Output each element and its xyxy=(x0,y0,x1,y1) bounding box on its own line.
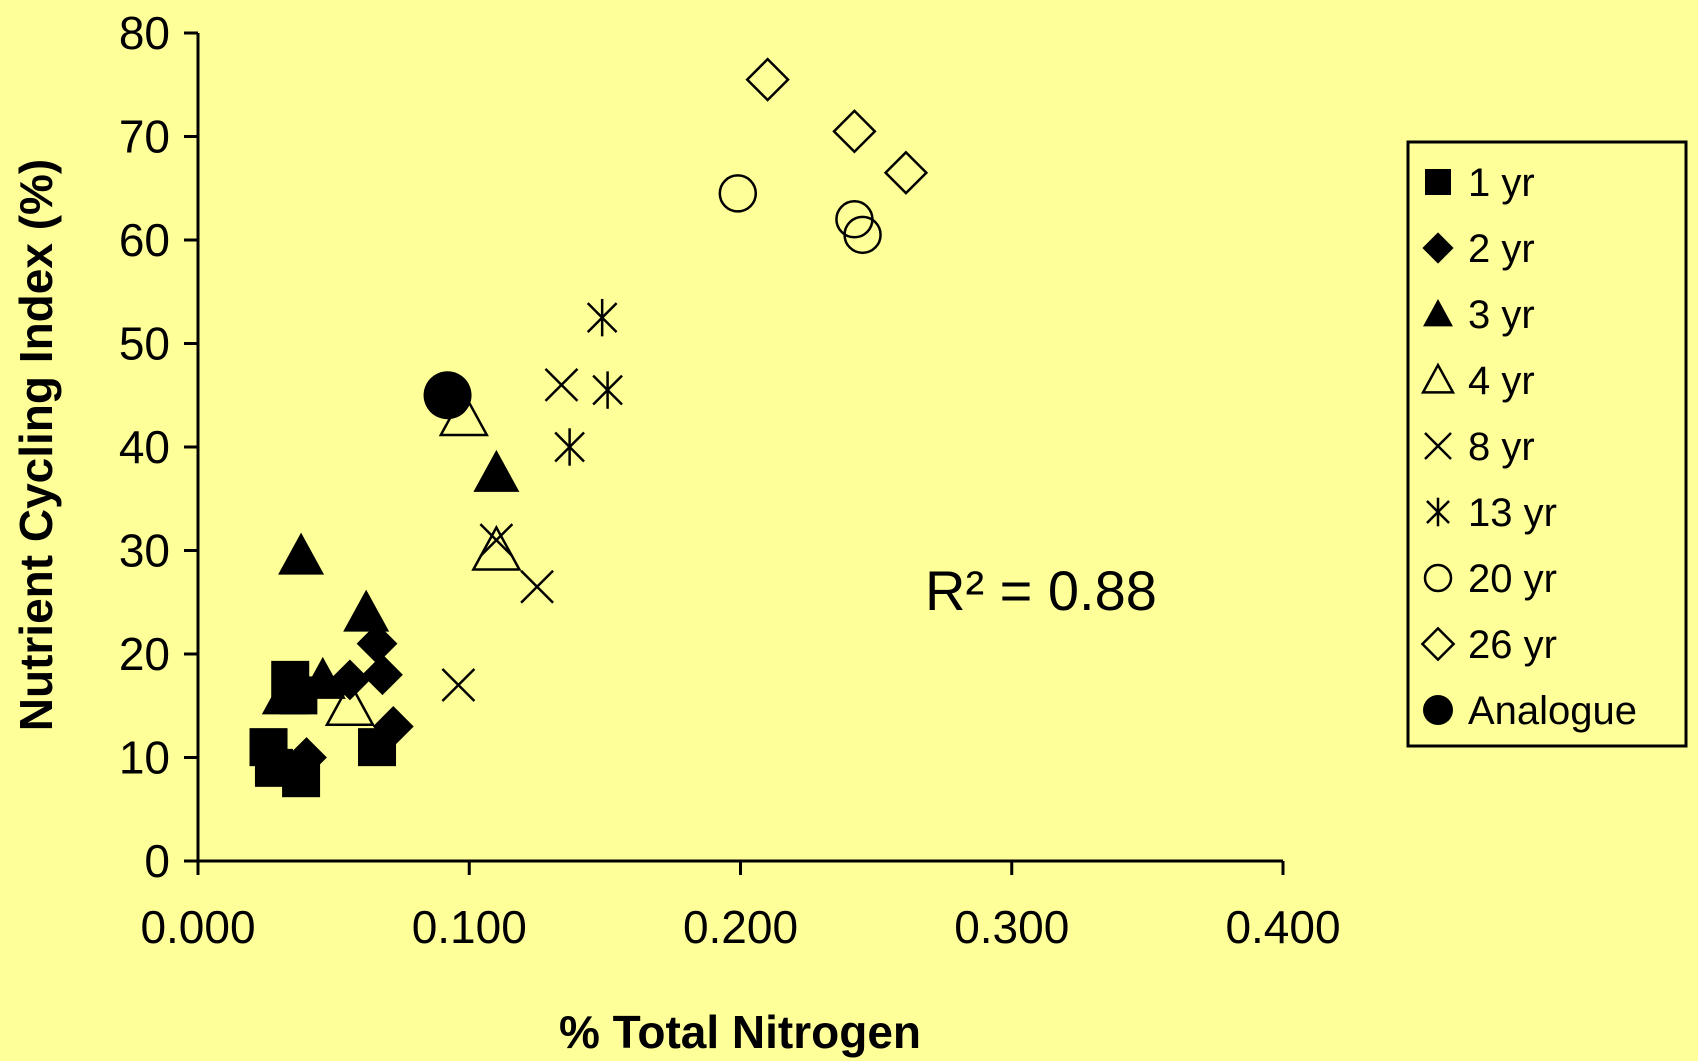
data-point-4-yr xyxy=(324,680,376,726)
legend-label-20-yr: 20 yr xyxy=(1468,557,1557,601)
chart-axes: 0 10 20 30 40 50 60 70 80 0.000 0.100 0.200 0.300 0.4… xyxy=(119,7,1341,953)
legend-label-13-yr: 13 yr xyxy=(1468,491,1557,535)
x-tick-label: 0.300 xyxy=(954,901,1069,953)
data-point-2-yr xyxy=(372,706,414,747)
data-point-26-yr xyxy=(745,57,790,102)
data-point-2-yr xyxy=(286,737,327,778)
data-point-20-yr xyxy=(718,174,758,213)
legend-label-1-yr: 1 yr xyxy=(1468,161,1535,205)
x-tick-label: 0.200 xyxy=(683,901,798,953)
y-tick-label: 60 xyxy=(119,214,170,266)
y-tick-label: 40 xyxy=(119,421,170,473)
data-point-8-yr xyxy=(544,368,579,402)
data-point-8-yr xyxy=(441,668,476,702)
y-tick-label: 0 xyxy=(144,835,170,887)
data-point-3-yr xyxy=(343,589,390,632)
legend-marker-3-yr xyxy=(1423,299,1453,327)
y-tick-label: 80 xyxy=(119,7,170,59)
legend-marker-2-yr xyxy=(1422,232,1454,264)
y-axis-title: Nutrient Cycling Index (%) xyxy=(10,159,62,731)
legend-label-4-yr: 4 yr xyxy=(1468,359,1535,403)
data-point-2-yr xyxy=(362,654,403,696)
data-point-2-yr xyxy=(356,623,398,665)
legend-marker-1-yr xyxy=(1425,169,1451,195)
x-tick-label: 0.100 xyxy=(412,901,527,953)
legend-label-8-yr: 8 yr xyxy=(1468,425,1535,469)
data-point-4-yr xyxy=(471,524,522,571)
data-point-3-yr xyxy=(278,532,325,575)
chart-points xyxy=(249,57,929,798)
data-point-26-yr xyxy=(832,109,877,154)
legend-box xyxy=(1406,140,1688,748)
data-point-8-yr xyxy=(520,569,554,604)
y-tick-label: 20 xyxy=(119,628,170,680)
legend-label-2-yr: 2 yr xyxy=(1468,227,1535,271)
data-point-13-yr xyxy=(592,371,623,409)
legend-marker-26-yr xyxy=(1420,626,1456,662)
legend-marker-13-yr xyxy=(1426,497,1450,527)
data-point-20-yr xyxy=(843,215,882,255)
x-tick-label: 0.400 xyxy=(1225,901,1340,953)
chart-legend: 1 yr 2 yr 3 yr 4 yr 8 yr 13 yr 20 yr 26 yr Analo… xyxy=(1406,140,1688,748)
data-point-13-yr xyxy=(554,428,585,466)
r-squared-annotation: R² = 0.88 xyxy=(925,559,1157,622)
legend-label-26-yr: 26 yr xyxy=(1468,623,1557,667)
data-point-3-yr xyxy=(299,656,346,699)
data-point-13-yr xyxy=(586,298,618,337)
legend-marker-4-yr xyxy=(1420,362,1456,394)
y-tick-label: 50 xyxy=(119,318,170,370)
y-tick-label: 10 xyxy=(119,732,170,784)
legend-marker-8-yr xyxy=(1424,432,1452,460)
y-tick-label: 70 xyxy=(119,111,170,163)
legend-marker-analogue xyxy=(1423,695,1453,725)
data-point-26-yr xyxy=(883,150,929,195)
data-point-3-yr xyxy=(261,672,308,715)
data-point-8-yr xyxy=(479,523,514,558)
y-tick-label: 30 xyxy=(119,525,170,577)
data-point-analogue xyxy=(423,371,472,420)
legend-label-3-yr: 3 yr xyxy=(1468,293,1535,337)
legend-marker-20-yr xyxy=(1423,563,1453,593)
x-tick-label: 0.000 xyxy=(140,901,255,953)
x-axis-title: % Total Nitrogen xyxy=(559,1006,921,1058)
data-point-3-yr xyxy=(473,449,520,492)
legend-label-analogue: Analogue xyxy=(1468,689,1637,733)
